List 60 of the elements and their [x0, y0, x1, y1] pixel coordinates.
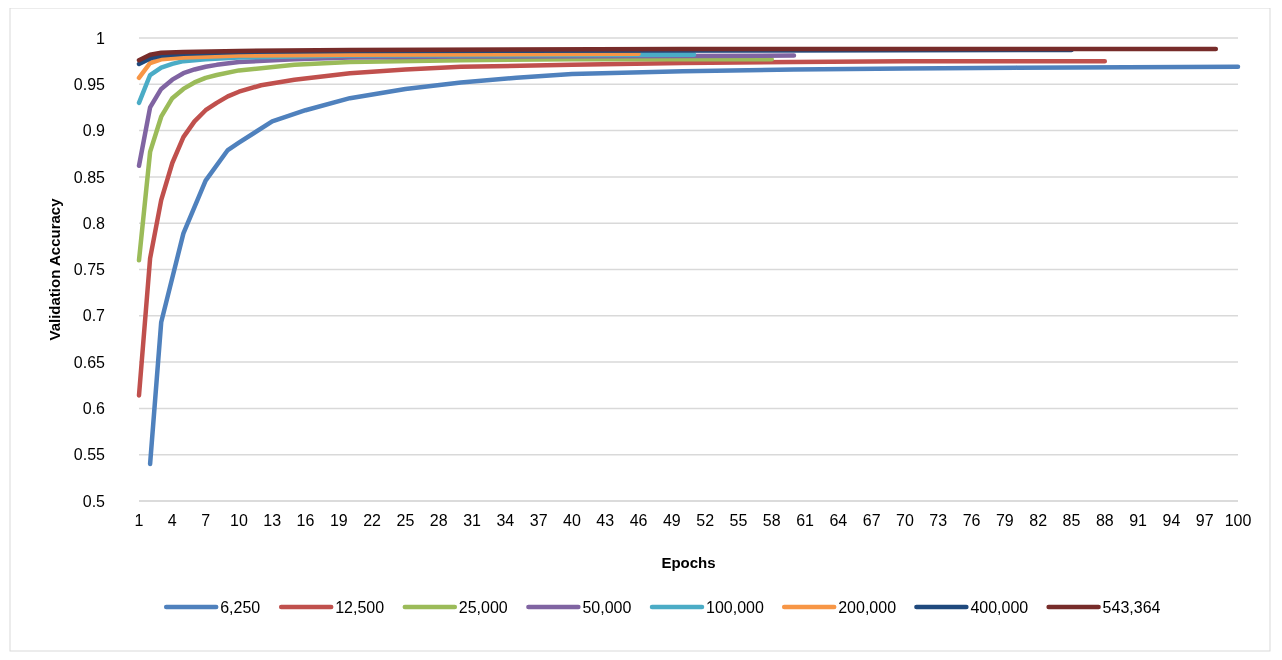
x-tick-label: 43 [596, 512, 615, 529]
x-tick-label: 55 [729, 512, 748, 529]
x-tick-label: 70 [896, 512, 914, 529]
x-tick-label: 79 [995, 512, 1014, 529]
x-tick-label: 82 [1029, 512, 1048, 529]
legend-label: 400,000 [970, 598, 1029, 616]
x-tick-label: 31 [463, 512, 482, 529]
x-tick-label: 73 [929, 512, 948, 529]
line-series [136, 58, 1108, 398]
legend-label: 200,000 [838, 598, 897, 616]
y-tick-label: 0.7 [82, 307, 106, 325]
x-tick-label: 88 [1095, 512, 1114, 529]
x-tick-label: 1 [134, 512, 144, 529]
legend-label: 25,000 [458, 598, 508, 616]
x-tick-label: 94 [1162, 512, 1181, 529]
line-series [136, 46, 1219, 63]
legend-label: 6,250 [220, 598, 261, 616]
x-tick-label: 13 [263, 512, 282, 529]
x-tick-label: 7 [201, 512, 211, 529]
y-tick-label: 0.55 [73, 446, 106, 464]
x-tick-label: 100 [1224, 512, 1252, 529]
y-tick-label: 0.6 [82, 400, 106, 417]
x-tick-label: 64 [829, 512, 848, 529]
y-tick-label: 0.95 [73, 75, 106, 93]
y-tick-label: 0.8 [82, 214, 106, 232]
x-tick-label: 49 [662, 512, 681, 529]
y-tick-label: 0.9 [82, 122, 106, 140]
x-tick-label: 46 [629, 512, 648, 529]
x-tick-label: 76 [962, 512, 981, 529]
line-series [147, 64, 1241, 467]
x-tick-label: 91 [1129, 512, 1148, 529]
x-tick-label: 58 [762, 512, 781, 529]
x-tick-label: 52 [696, 512, 715, 529]
x-tick-label: 34 [496, 512, 515, 529]
x-tick-label: 97 [1195, 512, 1214, 529]
y-tick-label: 0.75 [73, 261, 106, 279]
y-tick-label: 1 [96, 29, 106, 47]
x-tick-label: 22 [363, 512, 382, 529]
x-tick-label: 67 [862, 512, 881, 529]
y-axis-title: Validation Accuracy [46, 197, 63, 341]
x-tick-label: 40 [563, 512, 581, 529]
legend-label: 543,364 [1102, 598, 1161, 616]
x-tick-label: 85 [1062, 512, 1081, 529]
legend-label: 100,000 [706, 598, 764, 616]
x-tick-label: 25 [396, 512, 415, 529]
legend-label: 50,000 [582, 598, 632, 616]
x-tick-label: 28 [429, 512, 448, 529]
y-tick-label: 0.85 [73, 168, 106, 186]
line-series [136, 51, 641, 81]
y-tick-label: 0.65 [73, 353, 106, 371]
x-tick-label: 16 [296, 512, 315, 529]
x-tick-label: 10 [230, 512, 248, 529]
x-tick-label: 19 [329, 512, 348, 529]
x-axis-title: Epochs [661, 554, 716, 571]
y-tick-label: 0.5 [82, 492, 106, 510]
legend-label: 12,500 [335, 598, 385, 616]
x-tick-label: 61 [796, 512, 815, 529]
x-tick-label: 4 [167, 512, 177, 529]
line-series [136, 57, 775, 263]
x-tick-label: 37 [529, 512, 548, 529]
